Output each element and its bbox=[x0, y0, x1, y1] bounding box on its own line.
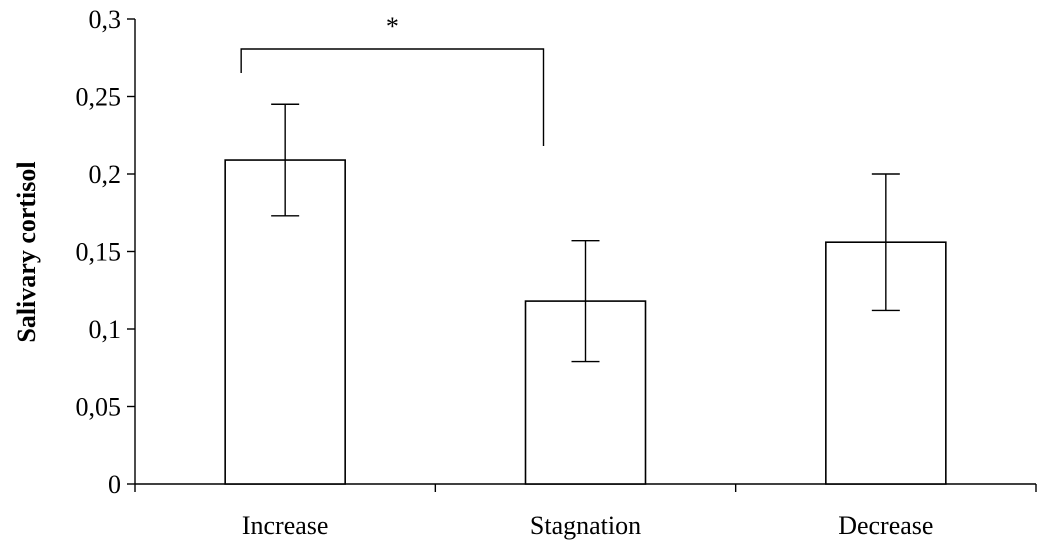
y-tick-label: 0,25 bbox=[76, 83, 122, 112]
y-tick-label: 0,05 bbox=[76, 393, 122, 422]
x-category-label: Stagnation bbox=[530, 511, 641, 540]
y-tick-label: 0,2 bbox=[89, 160, 122, 189]
axes: 0 0,05 0,1 0,15 0,2 0,25 0,3 Increase Stagnation… bbox=[76, 5, 1037, 540]
significance-bracket bbox=[240, 48, 545, 146]
x-category-label: Increase bbox=[242, 511, 329, 540]
x-category-label: Decrease bbox=[838, 511, 933, 540]
significance-brackets: * bbox=[240, 12, 545, 146]
y-tick-label: 0,15 bbox=[76, 238, 122, 267]
significance-marker: * bbox=[386, 12, 399, 41]
error-bars bbox=[271, 103, 900, 363]
y-tick-label: 0 bbox=[108, 470, 121, 499]
y-tick-label: 0,1 bbox=[89, 315, 122, 344]
y-axis-title: Salivary cortisol bbox=[12, 161, 41, 342]
y-tick-label: 0,3 bbox=[89, 5, 122, 34]
